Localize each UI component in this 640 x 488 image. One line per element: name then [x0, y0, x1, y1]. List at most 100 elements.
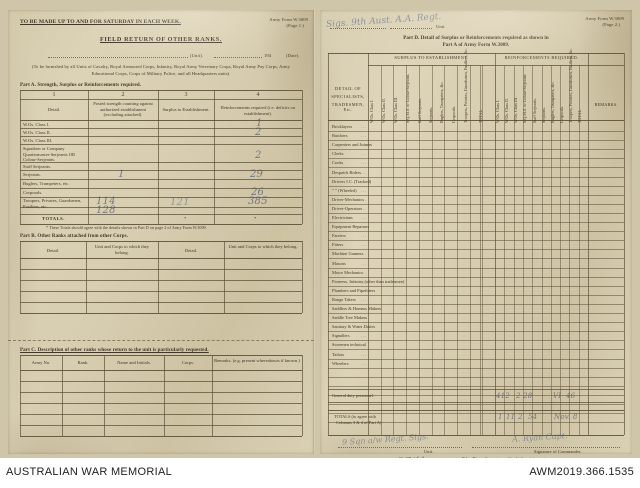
- part-c-border-left: [20, 355, 21, 436]
- part-d-row-rule: [328, 340, 624, 342]
- part-d-stub-header-3: TRADESMEN, Etc.: [331, 102, 365, 112]
- part-d-trade-label: Storemen technical: [332, 342, 366, 348]
- part-d-total-value: 54: [528, 413, 538, 421]
- part-d-vhead-surplus: W.Os. Class II.: [381, 98, 386, 123]
- part-b-colhead-detail-1: Detail.: [46, 248, 60, 253]
- part-d-totals-label-1: TOTALS (to agree with: [334, 414, 376, 419]
- part-d-gd-value: 46: [566, 392, 576, 400]
- part-a-row-rule-6: [20, 179, 302, 180]
- part-d-top-rule: [328, 53, 624, 55]
- part-d-general-duty-rule-top: [328, 389, 624, 390]
- part-d-trade-leader-dots: ...: [361, 251, 368, 257]
- unit-label: (Unit).: [190, 53, 204, 58]
- part-d-bottom-rule: [328, 435, 624, 437]
- part-d-trade-leader-dots: ...: [361, 205, 368, 211]
- part-a-row-rule-7: [20, 188, 302, 189]
- part-d-remarks-header: REMARKS.: [594, 102, 618, 107]
- part-d-row-rule: [328, 367, 624, 369]
- part-d-trade-label: Saddlers & Harness Makers: [332, 306, 382, 311]
- part-d-trade-leader-dots: ...: [361, 287, 368, 293]
- part-b-colhead-unit-2: Unit and Corps to which they belong.: [228, 244, 298, 249]
- part-a-row-label: Troopers, Privates, Guardsmen, Fusiliers…: [23, 198, 82, 209]
- part-a-colhead-reinforcements: Reinforcements required (i.e. deficits o…: [220, 105, 296, 116]
- part-d-general-duty-label: General duty personnel.: [332, 393, 375, 398]
- part-b-div-2: [158, 241, 159, 313]
- part-d-trade-label: Electricians: [332, 215, 353, 220]
- part-c-colhead-remarks: Remarks. (e.g. present whereabouts if kn…: [214, 358, 300, 363]
- part-a-colnum-3: 3: [184, 92, 188, 98]
- part-d-trade-leader-dots: ...: [361, 224, 368, 230]
- part-c-div-3: [164, 355, 165, 436]
- part-d-row-rule: [328, 358, 624, 360]
- part-c-div-4: [212, 355, 213, 436]
- part-d-trade-label: Carpenters and Joiners: [332, 142, 372, 148]
- part-a-entry-c4: 385: [248, 196, 268, 207]
- page-fold: [313, 10, 315, 454]
- part-d-trade-label: Wheelers: [332, 360, 349, 366]
- part-a-row-label: Staff Serjeants.: [23, 164, 51, 169]
- part-c-row-rule-1: [20, 381, 302, 382]
- part-d-row-rule: [328, 212, 624, 214]
- part-d-row-rule: [328, 285, 624, 287]
- part-d-gd-value: VI: [553, 392, 562, 400]
- part-a-totals-c4: *: [254, 216, 257, 221]
- part-d-vhead-surplus: W.Os. Class I.: [369, 99, 374, 123]
- part-d-trade-leader-dots: ...: [361, 333, 368, 339]
- part-d-row-rule: [328, 203, 624, 205]
- part-d-trade-leader-dots: ...: [361, 142, 368, 148]
- part-b-row-rule-1: [20, 269, 302, 270]
- part-d-general-duty-rule-bottom: [328, 402, 624, 403]
- part-d-total-value: 1: [498, 413, 503, 421]
- page-separator-dashed: [8, 340, 314, 341]
- part-b-row-rule-2: [20, 280, 302, 281]
- part-d-trade-label: Equipment Repairers: [332, 224, 370, 230]
- part-b-bottom-rule: [20, 313, 302, 315]
- part-b-colhead-unit-1: Unit and Corps to which they belong.: [94, 244, 150, 255]
- part-d-row-rule: [328, 303, 624, 305]
- accession-number: AWM2019.366.1535: [529, 466, 634, 478]
- part-a-div-1: [88, 90, 89, 224]
- form-number-page1: Army Form W.3009: [269, 17, 308, 22]
- date-label: (Date).: [286, 53, 300, 58]
- unit-rule-a: [330, 28, 386, 29]
- archive-footer: AUSTRALIAN WAR MEMORIAL AWM2019.366.1535: [0, 458, 640, 488]
- part-a-border-left: [20, 90, 21, 224]
- part-d-group-reinforcements: REINFORCEMENTS REQUIRED.: [504, 55, 579, 60]
- part-a-heading: Part A. Strength, Surplus or Reinforceme…: [20, 83, 142, 88]
- part-d-trade-leader-dots: ...: [361, 178, 368, 184]
- part-d-row-rule: [328, 231, 624, 233]
- part-d-trade-label: Signallers: [332, 333, 350, 339]
- part-d-trade-leader-dots: ...: [361, 151, 368, 157]
- commander-label: Signature of Commander.: [534, 449, 582, 454]
- part-d-heading-1: Part D. Detail of Surplus or Reinforceme…: [403, 36, 549, 41]
- part-d-row-rule: [328, 294, 624, 296]
- part-d-row-rule: [328, 131, 624, 132]
- part-a-colnum-1: 1: [52, 92, 56, 98]
- part-d-trade-label: Sanitary & Water Duties: [332, 324, 376, 330]
- place-note: Bde., Divn., Area, etc., with which unit…: [462, 456, 551, 458]
- part-d-trade-label: Tailors: [332, 351, 345, 357]
- part-d-trade-label: Fitters: [332, 242, 344, 248]
- form-page-1: TO BE MADE UP TO AND FOR SATURDAY IN EAC…: [8, 10, 314, 454]
- part-d-row-rule: [328, 385, 624, 387]
- part-a-entry-c2-sub: 128: [96, 205, 116, 216]
- part-d-trade-label: Bricklayers: [332, 124, 353, 129]
- part-d-trade-label: Driver-Mechanics: [332, 196, 364, 202]
- part-d-group-rule: [368, 65, 624, 66]
- institution-label: AUSTRALIAN WAR MEMORIAL: [6, 466, 173, 478]
- part-d-trade-label: Plumbers and Pipefitters: [332, 287, 376, 293]
- part-d-trade-leader-dots: ...: [361, 242, 368, 248]
- part-d-row-rule: [328, 167, 624, 169]
- part-d-trade-leader-dots: ...: [361, 306, 368, 311]
- form-title: FIELD RETURN OF OTHER RANKS.: [100, 36, 222, 43]
- part-c-colhead-corps: Corps.: [181, 360, 195, 365]
- commander-signature-handwritten: A. Ryan Capt.: [511, 431, 568, 444]
- part-d-trade-leader-dots: ...: [361, 233, 368, 239]
- part-d-trade-leader-dots: ...: [361, 260, 368, 266]
- part-d-row-rule: [328, 258, 624, 260]
- part-d-trade-label: Cooks: [332, 160, 344, 166]
- part-d-trade-leader-dots: ...: [361, 315, 368, 321]
- date-fill-rule: [214, 57, 262, 58]
- part-a-row-rule-10: [20, 214, 302, 215]
- part-d-stub-header-1: DETAIL OF: [334, 86, 362, 91]
